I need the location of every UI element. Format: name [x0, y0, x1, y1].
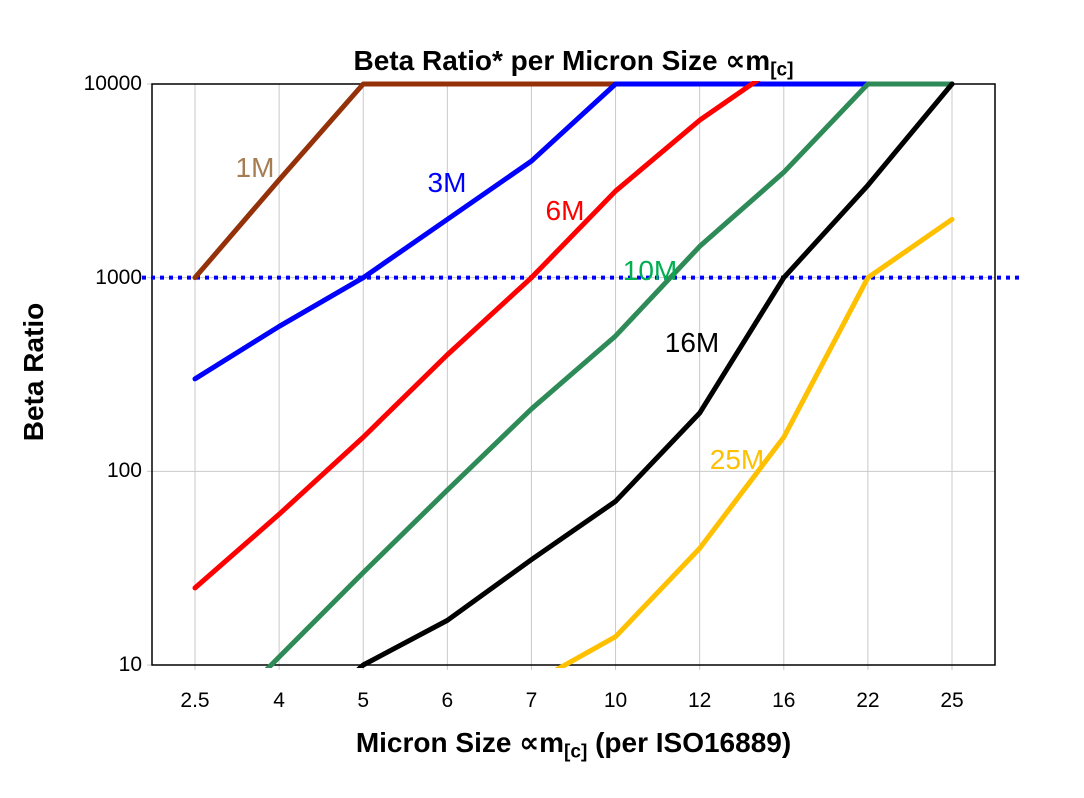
x-tick-label-2.5: 2.5	[180, 689, 210, 712]
x-axis-title: Micron Size ∝m[c] (per ISO16889)	[152, 726, 995, 764]
y-tick-label-10000: 10000	[83, 72, 142, 95]
series-label-25M: 25M	[709, 444, 765, 475]
x-tick-label-22: 22	[856, 689, 880, 712]
x-tick-label-5: 5	[357, 689, 370, 712]
x-tick-label-25: 25	[940, 689, 964, 712]
x-axis-title-subscript: [c]	[564, 741, 588, 763]
series-label-6M: 6M	[545, 195, 585, 226]
x-tick-label-16: 16	[772, 689, 796, 712]
x-tick-label-12: 12	[687, 689, 712, 712]
x-tick-label-4: 4	[273, 689, 285, 712]
chart-title-subscript: [c]	[770, 59, 794, 81]
y-tick-label-10: 10	[118, 653, 142, 676]
x-axis-title-text: Micron Size ∝m	[355, 727, 565, 758]
series-label-16M: 16M	[664, 327, 720, 358]
x-axis-title-tail: (per ISO16889)	[587, 727, 792, 758]
chart-title-text: Beta Ratio* per Micron Size ∝m	[353, 45, 771, 76]
x-tick-label-6: 6	[441, 689, 454, 712]
y-tick-label-100: 100	[106, 459, 142, 483]
y-axis-title: Beta Ratio	[18, 302, 49, 442]
chart-title: Beta Ratio* per Micron Size ∝m[c]	[152, 44, 995, 82]
y-tick-label-1000: 1000	[95, 265, 142, 289]
x-tick-label-10: 10	[603, 689, 628, 712]
series-label-10M: 10M	[622, 255, 678, 286]
series-label-1M: 1M	[235, 152, 275, 183]
series-label-3M: 3M	[427, 167, 467, 198]
x-tick-label-7: 7	[525, 689, 538, 712]
